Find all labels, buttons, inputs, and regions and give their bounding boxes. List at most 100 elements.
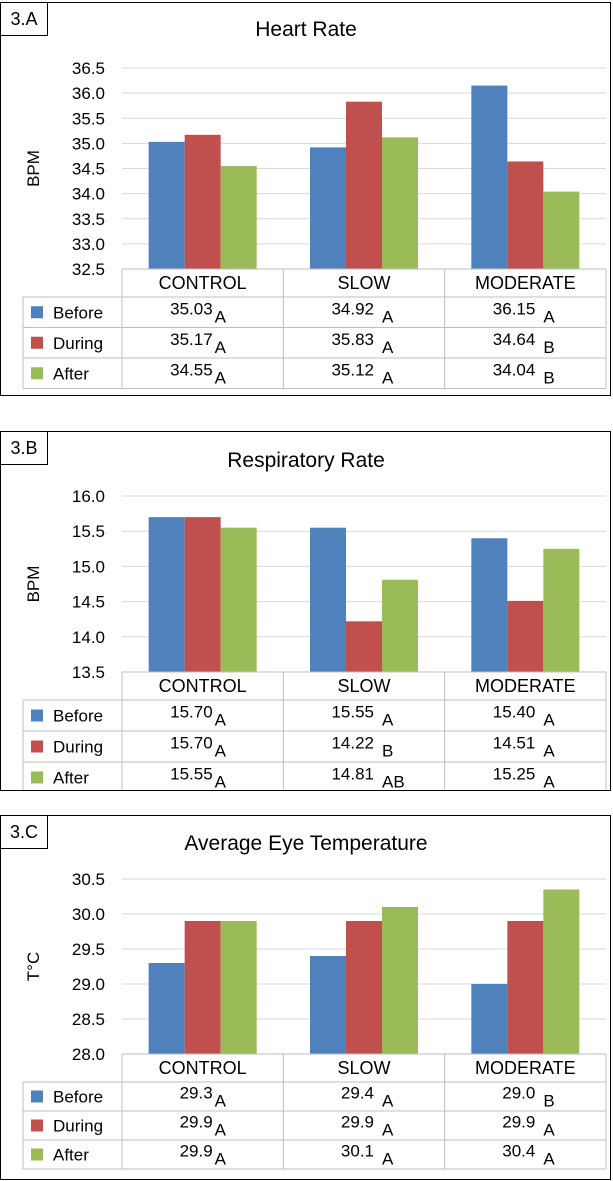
data-value: 30.1: [341, 1142, 374, 1161]
data-value: 29.9: [180, 1113, 213, 1132]
bar-during-slow: [346, 101, 382, 269]
group-letter: A: [543, 1150, 555, 1169]
bar-during-control: [184, 921, 221, 1054]
y-tick-label: 36.0: [72, 84, 105, 103]
data-value: 29.0: [502, 1084, 535, 1103]
data-value: 29.9: [341, 1113, 374, 1132]
group-letter: A: [215, 1150, 227, 1169]
y-tick-label: 15.0: [72, 557, 105, 576]
data-value: 30.4: [502, 1142, 535, 1161]
legend-swatch: [31, 336, 43, 349]
legend-label: After: [53, 1146, 89, 1165]
data-value: 35.83: [331, 330, 374, 349]
bar-during-control: [184, 134, 221, 269]
legend-label: Before: [53, 707, 103, 726]
data-value: 34.92: [331, 299, 374, 318]
bar-during-slow: [346, 621, 382, 672]
bar-after-slow: [382, 137, 418, 269]
legend-swatch: [31, 740, 43, 753]
legend-swatch: [31, 306, 43, 319]
bar-before-moderate: [471, 538, 508, 672]
legend-label: Before: [53, 303, 103, 322]
chart-title: Respiratory Rate: [227, 449, 385, 472]
y-tick-label: 29.5: [72, 940, 105, 959]
data-value: 34.55: [170, 360, 213, 379]
group-letter: A: [543, 742, 555, 761]
y-tick-label: 28.0: [72, 1045, 105, 1064]
category-label: SLOW: [337, 273, 390, 293]
bar-during-moderate: [507, 161, 544, 269]
bar-before-control: [148, 963, 185, 1054]
group-letter: A: [382, 711, 394, 730]
bar-after-control: [220, 165, 257, 269]
bar-before-slow: [310, 527, 346, 672]
respiratory-rate-chart: Respiratory Rate BPM 13.5 14.0 14.5 15.0 15.5 1…: [22, 449, 607, 791]
eye-temperature-chart: Average Eye Temperature T°C 28.0 28.5 29.0 29…: [22, 832, 607, 1170]
heart-rate-chart: Heart Rate BPM 32.5 33.0 33.5 34.0 34.5 35.0 35.…: [22, 18, 607, 389]
bar-after-control: [220, 921, 257, 1054]
category-label: SLOW: [337, 1058, 390, 1078]
data-value: 35.12: [331, 360, 374, 379]
group-letter: A: [543, 773, 555, 791]
legend-label: After: [53, 769, 89, 788]
bar-during-slow: [346, 921, 382, 1054]
bar-after-slow: [382, 907, 418, 1054]
group-letter: A: [543, 1121, 555, 1140]
group-letter: A: [215, 368, 227, 387]
group-letter: B: [543, 1092, 554, 1111]
legend-label: After: [53, 364, 89, 383]
data-value: 29.9: [502, 1113, 535, 1132]
legend-swatch: [31, 367, 43, 380]
group-letter: B: [382, 742, 393, 761]
group-letter: A: [382, 307, 394, 326]
y-tick-label: 35.0: [72, 134, 105, 153]
legend-label: During: [53, 1117, 103, 1136]
bar-after-moderate: [543, 548, 580, 672]
y-tick-label: 34.0: [72, 185, 105, 204]
y-axis-label: BPM: [24, 566, 43, 603]
bar-after-slow: [382, 579, 418, 672]
panel-heart-rate: 3.A Heart Rate BPM 32.5 33.0 33.5 34.0 34.5 35.…: [0, 2, 611, 396]
category-label: MODERATE: [475, 273, 576, 293]
bar-after-control: [220, 527, 257, 672]
data-value: 15.70: [170, 734, 213, 753]
category-label: CONTROL: [159, 676, 247, 696]
y-tick-label: 30.0: [72, 905, 105, 924]
data-value: 35.17: [170, 330, 213, 349]
bar-during-moderate: [507, 600, 544, 672]
group-letter: A: [215, 773, 227, 791]
y-tick-label: 14.5: [72, 593, 105, 612]
category-label: CONTROL: [159, 273, 247, 293]
bar-before-slow: [310, 956, 346, 1054]
group-letter: A: [215, 742, 227, 761]
group-letter: A: [215, 1121, 227, 1140]
bar-during-control: [184, 517, 221, 672]
legend-swatch: [31, 771, 43, 784]
y-tick-label: 34.5: [72, 160, 105, 179]
legend-swatch: [31, 709, 43, 722]
data-value: 15.55: [331, 703, 374, 722]
data-value: 15.55: [170, 765, 213, 784]
panel-label: 3.A: [0, 2, 48, 36]
data-value: 29.3: [180, 1084, 213, 1103]
bar-before-slow: [310, 147, 346, 269]
group-letter: A: [382, 338, 394, 357]
panel-label: 3.B: [0, 431, 48, 465]
y-tick-label: 33.0: [72, 235, 105, 254]
group-letter: AB: [382, 773, 405, 791]
y-axis-label: T°C: [24, 952, 43, 981]
y-tick-label: 29.0: [72, 975, 105, 994]
panel-eye-temperature: 3.C Average Eye Temperature T°C 28.0 28.5 29…: [0, 815, 611, 1180]
y-tick-label: 13.5: [72, 663, 105, 682]
legend-swatch: [31, 1090, 43, 1103]
data-value: 15.25: [493, 765, 536, 784]
category-label: CONTROL: [159, 1058, 247, 1078]
data-value: 34.64: [493, 330, 536, 349]
data-value: 29.4: [341, 1084, 374, 1103]
legend-swatch: [31, 1119, 43, 1132]
data-value: 14.22: [331, 734, 374, 753]
group-letter: B: [543, 368, 554, 387]
group-letter: A: [543, 711, 555, 730]
bar-before-control: [148, 517, 185, 672]
group-letter: A: [382, 368, 394, 387]
